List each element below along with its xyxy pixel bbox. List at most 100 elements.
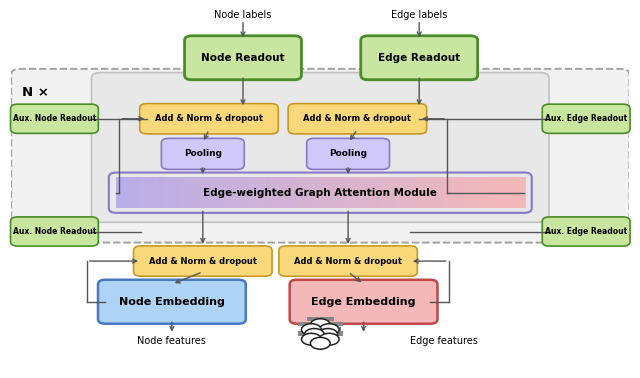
Text: Node labels: Node labels [214, 10, 272, 20]
Text: Add & Norm & dropout: Add & Norm & dropout [294, 257, 402, 266]
FancyBboxPatch shape [290, 177, 294, 208]
FancyBboxPatch shape [419, 177, 424, 208]
FancyBboxPatch shape [415, 177, 420, 208]
Text: N ×: N × [22, 87, 49, 99]
FancyBboxPatch shape [228, 177, 233, 208]
FancyBboxPatch shape [433, 177, 437, 208]
FancyBboxPatch shape [330, 177, 335, 208]
FancyBboxPatch shape [298, 332, 325, 336]
FancyBboxPatch shape [218, 177, 223, 208]
FancyBboxPatch shape [518, 177, 522, 208]
FancyBboxPatch shape [490, 177, 495, 208]
FancyBboxPatch shape [161, 177, 165, 208]
FancyBboxPatch shape [191, 177, 196, 208]
Circle shape [319, 333, 339, 345]
FancyBboxPatch shape [303, 177, 308, 208]
Circle shape [318, 328, 337, 340]
FancyBboxPatch shape [177, 177, 182, 208]
FancyBboxPatch shape [147, 177, 152, 208]
Circle shape [301, 324, 321, 336]
FancyBboxPatch shape [279, 246, 417, 276]
Text: Aux. Node Readout: Aux. Node Readout [13, 227, 96, 236]
FancyBboxPatch shape [123, 177, 128, 208]
FancyBboxPatch shape [92, 73, 549, 222]
FancyBboxPatch shape [409, 177, 413, 208]
FancyBboxPatch shape [310, 177, 315, 208]
FancyBboxPatch shape [276, 177, 281, 208]
FancyBboxPatch shape [262, 177, 267, 208]
FancyBboxPatch shape [371, 177, 376, 208]
FancyBboxPatch shape [542, 104, 630, 133]
FancyBboxPatch shape [314, 177, 318, 208]
FancyBboxPatch shape [174, 177, 179, 208]
Circle shape [310, 319, 330, 331]
FancyBboxPatch shape [337, 177, 342, 208]
FancyBboxPatch shape [98, 280, 246, 324]
FancyBboxPatch shape [381, 177, 386, 208]
FancyBboxPatch shape [188, 177, 192, 208]
FancyBboxPatch shape [252, 177, 257, 208]
FancyBboxPatch shape [116, 177, 121, 208]
FancyBboxPatch shape [266, 177, 271, 208]
FancyBboxPatch shape [477, 177, 481, 208]
FancyBboxPatch shape [365, 177, 369, 208]
FancyBboxPatch shape [296, 177, 301, 208]
FancyBboxPatch shape [316, 332, 343, 336]
FancyBboxPatch shape [259, 177, 264, 208]
FancyBboxPatch shape [269, 177, 274, 208]
FancyBboxPatch shape [154, 177, 158, 208]
FancyBboxPatch shape [283, 177, 287, 208]
FancyBboxPatch shape [443, 177, 447, 208]
FancyBboxPatch shape [446, 177, 451, 208]
FancyBboxPatch shape [474, 177, 478, 208]
FancyBboxPatch shape [288, 104, 427, 134]
FancyBboxPatch shape [487, 177, 492, 208]
FancyBboxPatch shape [301, 327, 328, 331]
FancyBboxPatch shape [324, 177, 328, 208]
FancyBboxPatch shape [504, 177, 509, 208]
FancyBboxPatch shape [184, 36, 301, 80]
FancyBboxPatch shape [460, 177, 465, 208]
Text: Node Embedding: Node Embedding [119, 297, 225, 307]
FancyBboxPatch shape [412, 177, 417, 208]
FancyBboxPatch shape [225, 177, 230, 208]
Text: Add & Norm & dropout: Add & Norm & dropout [155, 114, 263, 123]
FancyBboxPatch shape [201, 177, 206, 208]
Text: Add & Norm & dropout: Add & Norm & dropout [303, 114, 412, 123]
FancyBboxPatch shape [542, 217, 630, 246]
FancyBboxPatch shape [181, 177, 186, 208]
Text: Node Readout: Node Readout [201, 53, 285, 63]
FancyBboxPatch shape [198, 177, 202, 208]
FancyBboxPatch shape [467, 177, 471, 208]
Text: Add & Norm & dropout: Add & Norm & dropout [149, 257, 257, 266]
FancyBboxPatch shape [184, 177, 189, 208]
FancyBboxPatch shape [316, 322, 343, 326]
FancyBboxPatch shape [508, 177, 512, 208]
FancyBboxPatch shape [358, 177, 362, 208]
FancyBboxPatch shape [171, 177, 175, 208]
FancyBboxPatch shape [320, 177, 325, 208]
FancyBboxPatch shape [134, 246, 272, 276]
FancyBboxPatch shape [422, 177, 427, 208]
FancyBboxPatch shape [402, 177, 406, 208]
FancyBboxPatch shape [11, 69, 629, 243]
FancyBboxPatch shape [514, 177, 519, 208]
FancyBboxPatch shape [351, 177, 356, 208]
FancyBboxPatch shape [120, 177, 124, 208]
FancyBboxPatch shape [249, 177, 253, 208]
FancyBboxPatch shape [327, 177, 332, 208]
FancyBboxPatch shape [361, 36, 477, 80]
Text: Node features: Node features [138, 336, 206, 346]
FancyBboxPatch shape [307, 177, 311, 208]
FancyBboxPatch shape [293, 177, 298, 208]
Circle shape [305, 328, 324, 340]
FancyBboxPatch shape [480, 177, 484, 208]
Text: Pooling: Pooling [184, 149, 222, 158]
FancyBboxPatch shape [405, 177, 410, 208]
FancyBboxPatch shape [307, 317, 334, 321]
FancyBboxPatch shape [280, 177, 284, 208]
FancyBboxPatch shape [493, 177, 499, 208]
FancyBboxPatch shape [150, 177, 155, 208]
FancyBboxPatch shape [449, 177, 454, 208]
FancyBboxPatch shape [307, 138, 390, 169]
